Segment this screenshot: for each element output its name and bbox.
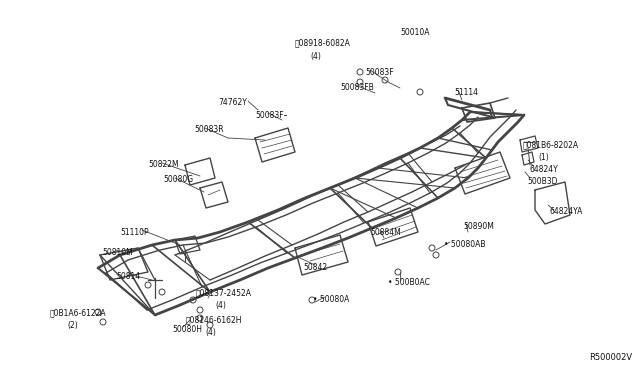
Text: 50890M: 50890M	[463, 222, 494, 231]
Text: 50080H: 50080H	[172, 325, 202, 334]
Text: 51110P: 51110P	[120, 228, 148, 237]
Text: Ⓑ081B6-8202A: Ⓑ081B6-8202A	[523, 140, 579, 149]
Text: 50010A: 50010A	[400, 28, 429, 37]
Text: 500B3D: 500B3D	[527, 177, 557, 186]
Text: ⓝ08918-6082A: ⓝ08918-6082A	[295, 38, 351, 47]
Text: 50080G: 50080G	[163, 175, 193, 184]
Text: 50083R: 50083R	[194, 125, 223, 134]
Text: • 500B0AC: • 500B0AC	[388, 278, 430, 287]
Text: 50083F–: 50083F–	[255, 111, 287, 120]
Text: (4): (4)	[205, 328, 216, 337]
Text: 50810M: 50810M	[102, 248, 132, 257]
Text: 64824YA: 64824YA	[549, 207, 582, 216]
Text: Ⓐ0B1A6-6122A: Ⓐ0B1A6-6122A	[50, 308, 107, 317]
Text: 51114: 51114	[454, 88, 478, 97]
Text: 50083F: 50083F	[365, 68, 394, 77]
Text: 50842: 50842	[303, 263, 327, 272]
Text: 50822M: 50822M	[148, 160, 179, 169]
Text: (4): (4)	[215, 301, 226, 310]
Text: • 50080A: • 50080A	[313, 295, 349, 304]
Text: 74762Y: 74762Y	[218, 98, 247, 107]
Text: 50083FB: 50083FB	[340, 83, 374, 92]
Text: • 50080AB: • 50080AB	[444, 240, 486, 249]
Text: 50884M: 50884M	[370, 228, 401, 237]
Text: (2): (2)	[67, 321, 77, 330]
Text: (4): (4)	[310, 52, 321, 61]
Text: 50814: 50814	[116, 272, 140, 281]
Text: Ⓑ08137-2452A: Ⓑ08137-2452A	[196, 288, 252, 297]
Text: 64824Y: 64824Y	[530, 165, 559, 174]
Text: Ⓐ08146-6162H: Ⓐ08146-6162H	[186, 315, 243, 324]
Text: R500002V: R500002V	[589, 353, 632, 362]
Text: (1): (1)	[538, 153, 548, 162]
